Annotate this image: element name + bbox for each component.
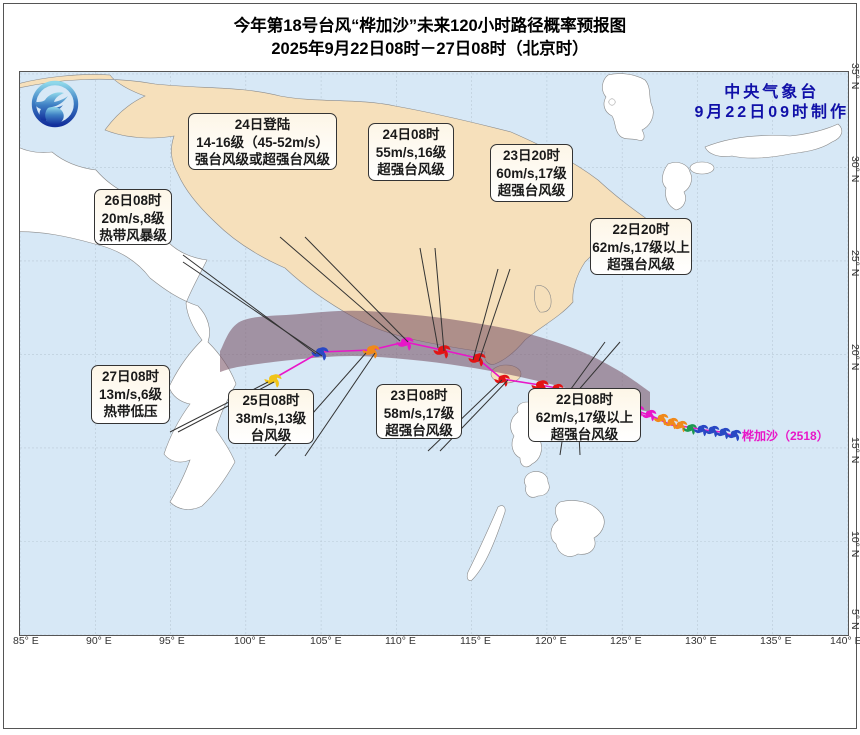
- svg-text:桦加沙（2518）: 桦加沙（2518）: [742, 428, 829, 443]
